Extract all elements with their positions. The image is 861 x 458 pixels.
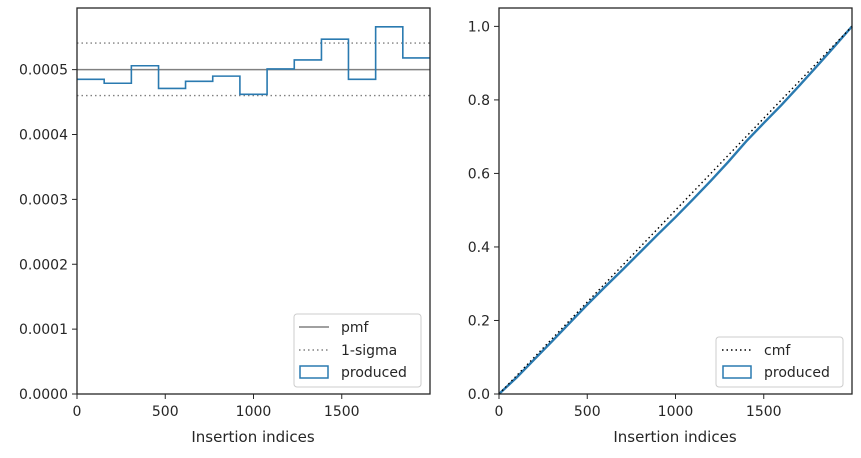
legend-1-sigma-label: 1-sigma	[341, 343, 397, 359]
x-tick-label: 0	[495, 404, 504, 420]
x-tick-label: 0	[73, 404, 82, 420]
x-tick-label: 1500	[746, 404, 782, 420]
y-tick-label: 0.0004	[19, 128, 68, 144]
y-tick-label: 0.0000	[19, 387, 68, 403]
x-tick-label: 1500	[324, 404, 360, 420]
pmf-histogram-panel: 0 500 1000 1500 0.0000 0.0001 0.0002 0.0003 0.00…	[19, 7, 431, 446]
cmf-data-layer	[498, 25, 853, 395]
pmf-legend-frame	[293, 313, 422, 388]
y-tick-label: 0.0002	[19, 257, 68, 273]
cmf-panel: 0 500 1000 1500 0.0 0.2 0.4 0.6 0.8 1.0 Insertion…	[468, 7, 853, 446]
x-tick-label: 500	[152, 404, 179, 420]
x-tick-label: 1000	[236, 404, 272, 420]
y-tick-label: 0.8	[468, 93, 490, 109]
y-tick-label: 0.0	[468, 387, 490, 403]
y-tick-label: 1.0	[468, 19, 490, 35]
legend-cmf-produced-label: produced	[764, 365, 830, 381]
legend-produced-patch	[299, 365, 329, 379]
y-tick-label: 0.0003	[19, 192, 68, 208]
y-tick-label: 0.0001	[19, 322, 68, 338]
x-tick-label: 1000	[658, 404, 694, 420]
legend-cmf-label: cmf	[764, 343, 791, 359]
pmf-legend: pmf 1-sigma produced	[293, 313, 422, 388]
y-tick-label: 0.6	[468, 166, 490, 182]
cmf-axes-layer: 0 500 1000 1500 0.0 0.2 0.4 0.6 0.8 1.0	[468, 7, 853, 420]
y-tick-label: 0.2	[468, 313, 490, 329]
cmf-legend-frame	[715, 336, 844, 388]
legend-produced-label: produced	[341, 365, 407, 381]
legend-cmf-produced-patch	[722, 365, 752, 379]
produced-cdf-line	[498, 25, 853, 395]
pmf-axes-layer: 0 500 1000 1500 0.0000 0.0001 0.0002 0.0003 0.00…	[19, 7, 431, 420]
y-tick-label: 0.0005	[19, 63, 68, 79]
pmf-x-axis-label: Insertion indices	[191, 428, 314, 446]
y-tick-label: 0.4	[468, 240, 490, 256]
cmf-legend: cmf produced	[715, 336, 844, 388]
produced-histogram-step	[77, 26, 430, 96]
cmf-x-axis-label: Insertion indices	[613, 428, 736, 446]
legend-pmf-label: pmf	[341, 320, 370, 336]
pmf-data-layer	[77, 26, 430, 97]
x-tick-label: 500	[574, 404, 601, 420]
